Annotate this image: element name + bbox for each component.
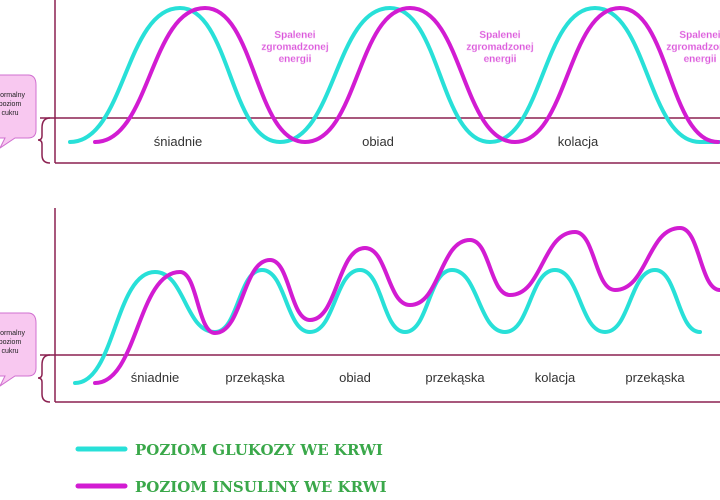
bubble [0, 312, 37, 387]
meal-label: śniadnie [131, 370, 179, 385]
bubble-text: Normalnypoziomcukru [0, 330, 25, 355]
meal-label: obiad [362, 134, 394, 149]
meal-label: przekąska [225, 370, 285, 385]
insulin-curve [93, 225, 720, 385]
glucose-curve [73, 267, 702, 385]
meal-label: kolacja [558, 134, 599, 149]
meal-label: śniadnie [154, 134, 202, 149]
glucose-curve [68, 5, 720, 145]
legend-label: POZIOM INSULINY WE KRWI [135, 478, 387, 496]
meal-label: przekąska [625, 370, 685, 385]
insulin-curve [93, 5, 720, 145]
meal-label: kolacja [535, 370, 576, 385]
meal-label: przekąska [425, 370, 485, 385]
bubble-text: Normalnypoziomcukru [0, 92, 25, 117]
brace [37, 354, 51, 403]
bubble [0, 74, 37, 149]
brace [37, 117, 51, 164]
legend-label: POZIOM GLUKOZY WE KRWI [135, 441, 383, 459]
meal-label: obiad [339, 370, 371, 385]
